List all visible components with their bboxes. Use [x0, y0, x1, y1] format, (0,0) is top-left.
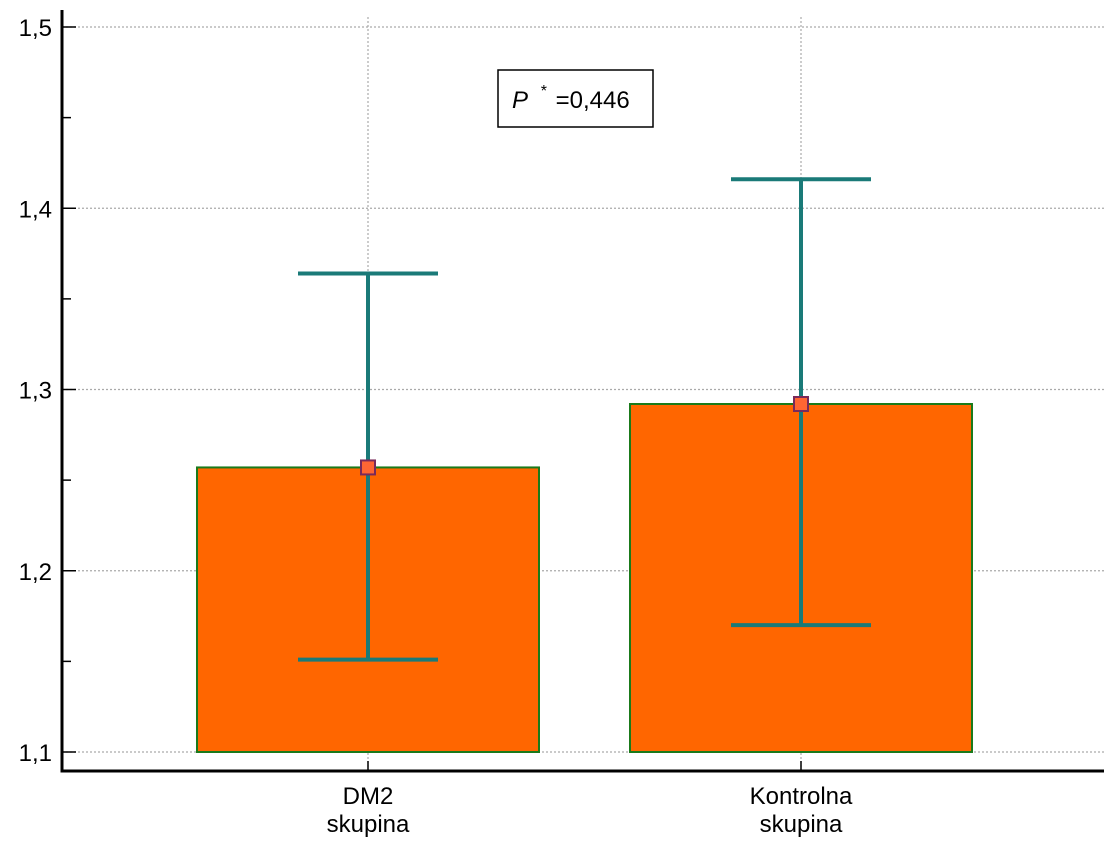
y-tick-label: 1,2 [19, 559, 52, 586]
x-category-label: DM2 skupina [327, 783, 410, 838]
mean-markers [360, 396, 809, 476]
p-value-text: =0,446 [556, 87, 630, 114]
x-category-label: Kontrolna skupina [750, 783, 853, 838]
y-tick-label: 1,5 [19, 15, 52, 42]
y-tick-label: 1,3 [19, 378, 52, 405]
p-value-box [497, 69, 654, 128]
mean-marker [793, 396, 809, 412]
axes [60, 10, 1104, 773]
x-category-label-line: skupina [327, 811, 410, 838]
bars [196, 403, 973, 753]
p-value-annotation: P * =0,446 [497, 69, 654, 128]
p-superscript: * [541, 83, 547, 100]
x-category-label-line: DM2 [343, 783, 394, 810]
mean-marker [360, 459, 376, 476]
x-category-label-line: Kontrolna [750, 783, 853, 810]
x-category-label-line: skupina [760, 811, 843, 838]
svg-text:P * =0,446: P * =0,446 [512, 75, 630, 114]
y-tick-labels: 1,1 1,2 1,3 1,4 1,5 [19, 15, 52, 767]
y-tick-label: 1,4 [19, 196, 52, 223]
p-label: P [512, 87, 528, 114]
y-tick-label: 1,1 [19, 740, 52, 767]
